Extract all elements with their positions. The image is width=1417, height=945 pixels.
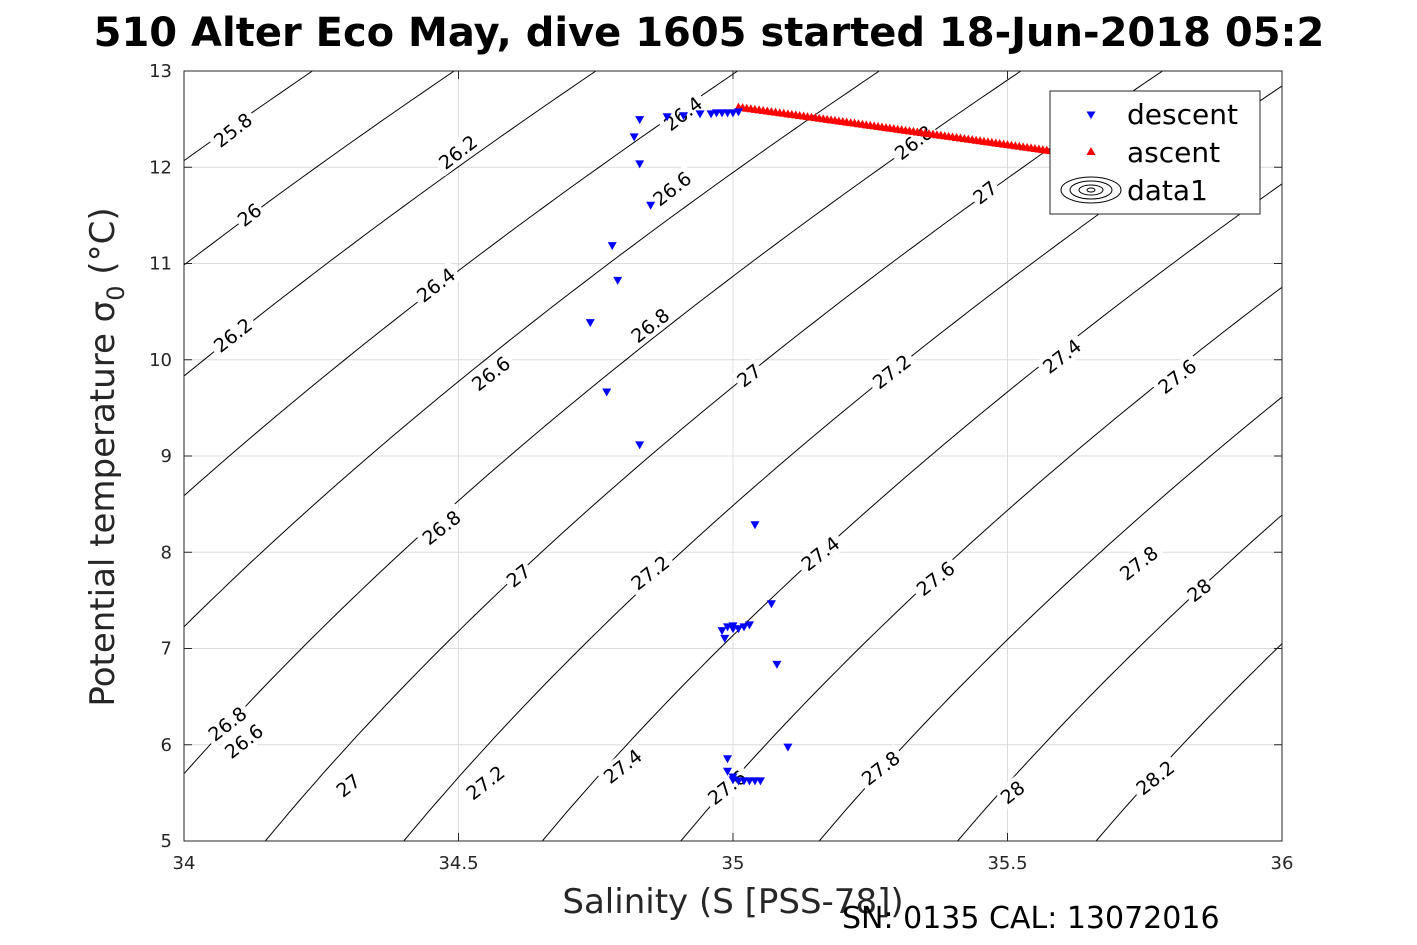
descent-point (772, 660, 782, 669)
x-tick-label: 34 (173, 853, 196, 874)
y-tick-label: 11 (149, 254, 172, 275)
y-tick-label: 7 (161, 639, 172, 660)
y-tick-label: 12 (149, 157, 172, 178)
descent-point (646, 201, 656, 210)
svg-text:Potential temperature σ0 (°C): Potential temperature σ0 (°C) (83, 207, 130, 706)
isopycnal-line (541, 183, 1282, 841)
legend-descent-label: descent (1127, 98, 1238, 131)
isopycnal-line (184, 71, 456, 266)
descent-point (613, 276, 623, 285)
descent-point (733, 625, 743, 634)
descent-point (723, 623, 733, 632)
legend-contour-icon (1060, 176, 1122, 204)
descent-point (706, 110, 716, 119)
isopycnal-line (184, 71, 881, 628)
isopycnal-line (1095, 642, 1282, 841)
y-tick-label: 5 (161, 831, 172, 852)
ascent-series (733, 102, 1118, 163)
x-axis-label: Salinity (S [PSS-78]) (562, 882, 903, 922)
descent-point (723, 755, 733, 764)
isopycnal-line (184, 71, 739, 497)
serial-calibration-footer: SN: 0135 CAL: 13072016 (842, 901, 1220, 936)
descent-point (733, 108, 743, 117)
isopycnal-line (680, 286, 1282, 841)
legend: descent ascent data1 (1049, 90, 1261, 215)
descent-point (679, 112, 689, 121)
isopycnal-line (818, 396, 1282, 841)
descent-point (717, 627, 727, 636)
descent-point (720, 634, 730, 643)
descent-point (739, 623, 749, 632)
x-tick-label: 35.5 (987, 853, 1027, 874)
descent-point (662, 113, 672, 122)
y-tick-label: 6 (161, 735, 172, 756)
descent-point (635, 160, 645, 169)
legend-descent-marker (1086, 111, 1096, 119)
y-axis-label: Potential temperature σ0 (°C) (83, 207, 130, 706)
y-tick-label: 9 (161, 446, 172, 467)
isopycnal-line (184, 71, 597, 377)
isopycnal-line (956, 514, 1282, 841)
descent-point (744, 621, 754, 630)
descent-point (635, 441, 645, 450)
x-tick-label: 34.5 (438, 853, 478, 874)
descent-point (755, 777, 765, 786)
axis-ticks: 34 34.5 35 35.5 36 5 6 7 8 9 10 11 12 13 (149, 61, 1293, 874)
descent-point (723, 767, 733, 776)
y-tick-label: 10 (149, 350, 172, 371)
legend-ascent-label: ascent (1127, 136, 1220, 169)
descent-point (585, 319, 595, 328)
chart-title: 510 Alter Eco May, dive 1605 started 18-… (94, 10, 1325, 56)
x-tick-label: 35 (722, 853, 745, 874)
descent-point (695, 110, 705, 119)
descent-point (635, 116, 645, 125)
descent-point (728, 622, 738, 631)
descent-point (783, 743, 793, 752)
x-tick-label: 36 (1271, 853, 1294, 874)
descent-point (728, 109, 738, 118)
y-tick-label: 13 (149, 61, 172, 82)
legend-ascent-marker (1086, 147, 1096, 155)
descent-point (750, 521, 760, 530)
descent-point (602, 388, 612, 397)
descent-series (585, 108, 793, 786)
legend-data1-label: data1 (1127, 174, 1208, 207)
y-tick-label: 8 (161, 542, 172, 563)
descent-point (629, 133, 639, 142)
descent-point (607, 242, 617, 251)
descent-point (766, 600, 776, 609)
